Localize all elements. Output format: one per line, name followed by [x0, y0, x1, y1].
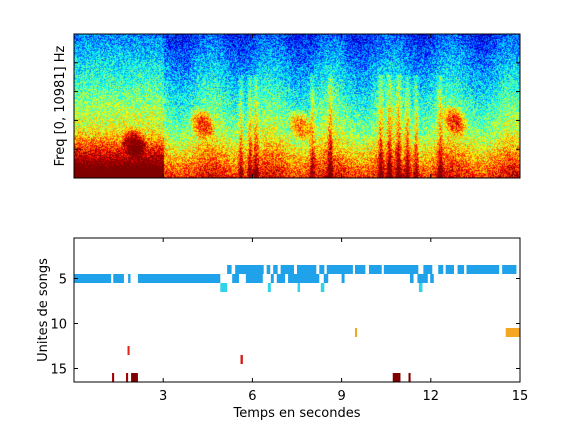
unit-segment — [112, 373, 115, 382]
song-units-tick-labels: 3 6 9 12 15 5 10 15 — [50, 273, 528, 405]
unit-segment — [297, 283, 300, 292]
unit-segment — [408, 373, 411, 382]
unit-segment — [438, 265, 444, 274]
unit-segment — [409, 274, 414, 283]
unit-segment — [267, 283, 271, 292]
y-tick-label: 10 — [50, 318, 67, 333]
spectrogram-image — [74, 34, 520, 178]
unit-segment — [445, 265, 454, 274]
unit-segment — [466, 265, 500, 274]
unit-segment — [113, 274, 124, 283]
unit-segment — [320, 283, 325, 292]
unit-segment — [354, 265, 366, 274]
unit-segments — [74, 265, 520, 382]
unit-segment — [126, 373, 129, 382]
unit-segment — [240, 355, 243, 364]
song-units-panel: 3 6 9 12 15 5 10 15 Temps en secondes Unites de… — [36, 237, 528, 421]
unit-segment — [235, 265, 264, 274]
x-tick-label: 6 — [248, 389, 256, 404]
spectrogram-panel: Freq [0, 10981] Hz — [53, 33, 521, 179]
x-tick-label: 12 — [423, 389, 440, 404]
unit-segment — [430, 274, 434, 283]
unit-segment — [319, 265, 325, 274]
unit-segment — [280, 265, 295, 274]
x-tick-label: 3 — [159, 389, 167, 404]
unit-segment — [128, 274, 131, 283]
spectrogram-frame — [73, 33, 521, 179]
unit-segment — [392, 373, 401, 382]
unit-segment — [232, 274, 240, 283]
unit-segment — [266, 265, 271, 274]
unit-segment — [457, 265, 465, 274]
unit-segment — [137, 274, 221, 283]
song-units-ticks — [74, 238, 521, 382]
x-tick-label: 15 — [512, 389, 529, 404]
unit-segment — [74, 274, 112, 283]
unit-segment — [505, 328, 520, 337]
unit-segment — [383, 265, 419, 274]
unit-segment — [354, 328, 358, 337]
unit-segment — [326, 265, 353, 274]
song-units-y-axis-label: Unites de songs — [36, 258, 51, 362]
song-units-frame — [73, 237, 521, 383]
spectrogram-y-axis-label: Freq [0, 10981] Hz — [53, 45, 68, 166]
unit-segment — [131, 373, 138, 382]
unit-segment — [127, 346, 130, 355]
unit-segment — [245, 274, 263, 283]
unit-segment — [276, 274, 286, 283]
y-tick-label: 5 — [59, 273, 67, 288]
song-units-x-axis-label: Temps en secondes — [232, 406, 360, 421]
unit-segment — [423, 265, 433, 274]
unit-segment — [341, 274, 345, 283]
unit-segment — [502, 265, 517, 274]
unit-segment — [368, 265, 382, 274]
unit-segment — [270, 274, 274, 283]
unit-segment — [273, 265, 278, 274]
unit-segment — [288, 274, 320, 283]
unit-segment — [297, 265, 317, 274]
unit-segment — [323, 274, 329, 283]
unit-segment — [417, 274, 428, 283]
spectrogram-ticks — [74, 34, 521, 178]
unit-segment — [220, 283, 228, 292]
unit-segment — [227, 265, 232, 274]
unit-segment — [418, 283, 423, 292]
x-tick-label: 9 — [337, 389, 345, 404]
y-tick-label: 15 — [50, 363, 67, 378]
